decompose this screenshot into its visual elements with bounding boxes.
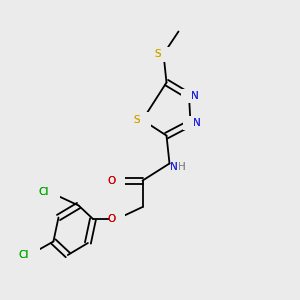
Bar xyxy=(109,212,125,226)
Text: H: H xyxy=(178,161,186,172)
Text: S: S xyxy=(134,115,140,125)
Text: O: O xyxy=(107,176,116,186)
Text: S: S xyxy=(155,49,161,59)
Text: O: O xyxy=(107,214,116,224)
Text: N: N xyxy=(190,91,198,101)
Text: Cl: Cl xyxy=(38,187,49,197)
Text: N: N xyxy=(193,118,201,128)
Text: O: O xyxy=(107,214,116,224)
Text: S: S xyxy=(134,115,140,125)
Text: S: S xyxy=(155,49,161,59)
Bar xyxy=(134,112,152,128)
Bar xyxy=(181,89,197,103)
Text: N: N xyxy=(190,91,198,101)
Text: N: N xyxy=(170,161,178,172)
Text: O: O xyxy=(107,176,116,186)
Bar xyxy=(183,116,198,130)
Bar xyxy=(39,185,60,199)
Text: Cl: Cl xyxy=(18,250,28,260)
Text: N: N xyxy=(170,161,178,172)
Text: Cl: Cl xyxy=(18,250,28,260)
Text: N: N xyxy=(193,118,201,128)
Bar xyxy=(109,174,125,187)
Bar xyxy=(154,46,172,62)
Bar xyxy=(19,248,40,262)
Text: H: H xyxy=(178,161,186,172)
Text: Cl: Cl xyxy=(38,187,49,197)
